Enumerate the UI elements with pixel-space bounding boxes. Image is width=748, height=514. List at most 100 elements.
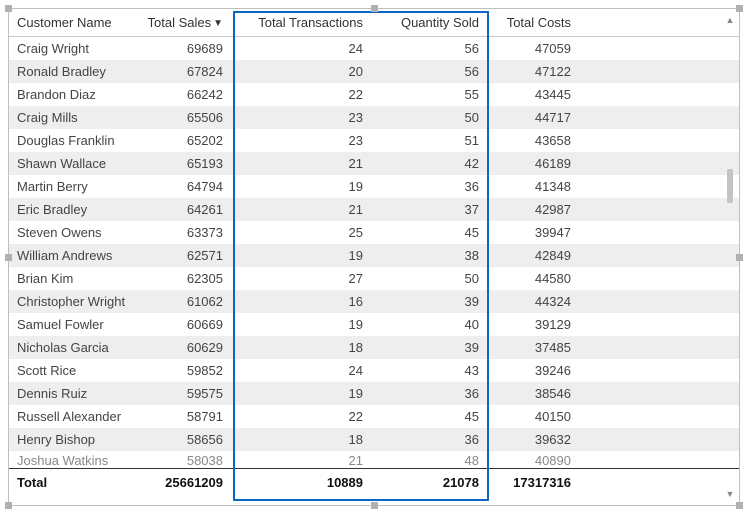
header-row: Customer Name Total Sales▼ Total Transac…	[9, 9, 739, 37]
cell-spacer	[579, 221, 739, 244]
cell-name: Christopher Wright	[9, 290, 139, 313]
total-costs: 17317316	[487, 469, 579, 497]
cell-name: Brian Kim	[9, 267, 139, 290]
cell-sales: 66242	[139, 83, 231, 106]
cell-qty: 45	[371, 221, 487, 244]
cell-sales: 62571	[139, 244, 231, 267]
cell-sales: 64794	[139, 175, 231, 198]
cell-qty: 50	[371, 106, 487, 129]
cell-trans: 22	[231, 405, 371, 428]
resize-handle-mid-left[interactable]	[5, 254, 12, 261]
total-trans: 10889	[231, 469, 371, 497]
cell-trans: 25	[231, 221, 371, 244]
cell-sales: 65202	[139, 129, 231, 152]
cell-costs: 37485	[487, 336, 579, 359]
table-row[interactable]: Scott Rice59852244339246	[9, 359, 739, 382]
scroll-track[interactable]	[727, 29, 733, 485]
cell-spacer	[579, 244, 739, 267]
cell-costs: 39129	[487, 313, 579, 336]
cell-qty: 56	[371, 37, 487, 61]
cell-trans: 21	[231, 451, 371, 469]
table-row[interactable]: Joshua Watkins58038214840890	[9, 451, 739, 469]
cell-name: Ronald Bradley	[9, 60, 139, 83]
resize-handle-top-mid[interactable]	[371, 5, 378, 12]
cell-qty: 36	[371, 428, 487, 451]
cell-qty: 38	[371, 244, 487, 267]
resize-handle-top-right[interactable]	[736, 5, 743, 12]
cell-name: William Andrews	[9, 244, 139, 267]
cell-qty: 43	[371, 359, 487, 382]
table-row[interactable]: Brandon Diaz66242225543445	[9, 83, 739, 106]
cell-trans: 19	[231, 382, 371, 405]
table-row[interactable]: Douglas Franklin65202235143658	[9, 129, 739, 152]
resize-handle-bottom-right[interactable]	[736, 502, 743, 509]
cell-trans: 21	[231, 198, 371, 221]
cell-costs: 39947	[487, 221, 579, 244]
resize-handle-mid-right[interactable]	[736, 254, 743, 261]
cell-sales: 60669	[139, 313, 231, 336]
visual-frame[interactable]: Customer Name Total Sales▼ Total Transac…	[8, 8, 740, 506]
col-header-spacer	[579, 9, 739, 37]
col-header-costs[interactable]: Total Costs	[487, 9, 579, 37]
table-container: Customer Name Total Sales▼ Total Transac…	[9, 9, 739, 505]
table-row[interactable]: Samuel Fowler60669194039129	[9, 313, 739, 336]
cell-name: Russell Alexander	[9, 405, 139, 428]
col-header-customer[interactable]: Customer Name	[9, 9, 139, 37]
table-row[interactable]: Eric Bradley64261213742987	[9, 198, 739, 221]
cell-costs: 40150	[487, 405, 579, 428]
table-row[interactable]: Ronald Bradley67824205647122	[9, 60, 739, 83]
table-row[interactable]: Craig Mills65506235044717	[9, 106, 739, 129]
table-row[interactable]: Brian Kim62305275044580	[9, 267, 739, 290]
cell-costs: 47059	[487, 37, 579, 61]
cell-costs: 39632	[487, 428, 579, 451]
cell-qty: 50	[371, 267, 487, 290]
table-row[interactable]: William Andrews62571193842849	[9, 244, 739, 267]
cell-costs: 44324	[487, 290, 579, 313]
table-row[interactable]: Russell Alexander58791224540150	[9, 405, 739, 428]
cell-qty: 37	[371, 198, 487, 221]
cell-qty: 36	[371, 382, 487, 405]
table-row[interactable]: Martin Berry64794193641348	[9, 175, 739, 198]
cell-trans: 18	[231, 428, 371, 451]
cell-spacer	[579, 37, 739, 61]
table-row[interactable]: Steven Owens63373254539947	[9, 221, 739, 244]
scroll-thumb[interactable]	[727, 169, 733, 203]
cell-qty: 40	[371, 313, 487, 336]
cell-sales: 58038	[139, 451, 231, 469]
col-header-transactions[interactable]: Total Transactions	[231, 9, 371, 37]
table-row[interactable]: Craig Wright69689245647059	[9, 37, 739, 61]
resize-handle-top-left[interactable]	[5, 5, 12, 12]
cell-spacer	[579, 83, 739, 106]
cell-spacer	[579, 382, 739, 405]
cell-name: Craig Wright	[9, 37, 139, 61]
sort-desc-icon: ▼	[213, 18, 223, 29]
cell-costs: 47122	[487, 60, 579, 83]
col-header-sales[interactable]: Total Sales▼	[139, 9, 231, 37]
cell-spacer	[579, 405, 739, 428]
cell-qty: 39	[371, 336, 487, 359]
cell-trans: 19	[231, 313, 371, 336]
cell-sales: 60629	[139, 336, 231, 359]
cell-qty: 48	[371, 451, 487, 469]
cell-spacer	[579, 267, 739, 290]
table-row[interactable]: Shawn Wallace65193214246189	[9, 152, 739, 175]
scroll-down-icon[interactable]: ▼	[723, 487, 737, 501]
cell-name: Shawn Wallace	[9, 152, 139, 175]
resize-handle-bottom-mid[interactable]	[371, 502, 378, 509]
cell-name: Steven Owens	[9, 221, 139, 244]
table-row[interactable]: Dennis Ruiz59575193638546	[9, 382, 739, 405]
table-row[interactable]: Henry Bishop58656183639632	[9, 428, 739, 451]
table-row[interactable]: Nicholas Garcia60629183937485	[9, 336, 739, 359]
col-header-quantity[interactable]: Quantity Sold	[371, 9, 487, 37]
cell-spacer	[579, 60, 739, 83]
cell-spacer	[579, 359, 739, 382]
table-row[interactable]: Christopher Wright61062163944324	[9, 290, 739, 313]
total-spacer	[579, 469, 739, 497]
cell-qty: 56	[371, 60, 487, 83]
cell-name: Dennis Ruiz	[9, 382, 139, 405]
cell-spacer	[579, 336, 739, 359]
scroll-up-icon[interactable]: ▲	[723, 13, 737, 27]
cell-name: Samuel Fowler	[9, 313, 139, 336]
vertical-scrollbar[interactable]: ▲ ▼	[723, 13, 737, 501]
resize-handle-bottom-left[interactable]	[5, 502, 12, 509]
